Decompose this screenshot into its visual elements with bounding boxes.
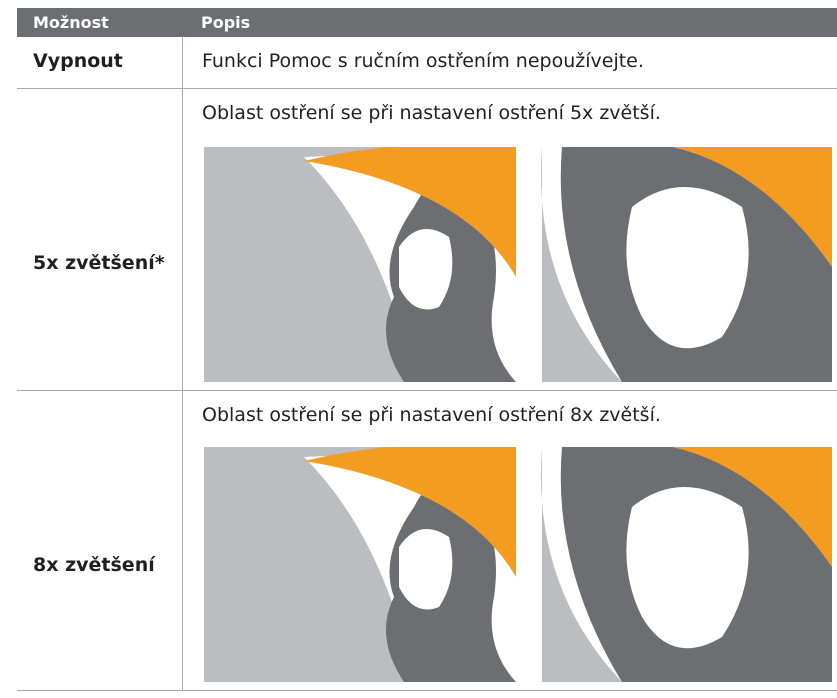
header-cell: Popis [201, 13, 251, 32]
table-header: Možnost Popis [17, 8, 837, 37]
column-divider [182, 37, 183, 690]
header-cell: Možnost [33, 13, 109, 32]
description: Oblast ostření se při nastavení ostření … [202, 102, 661, 124]
illustration [204, 147, 516, 382]
row-divider [17, 390, 837, 391]
option: 5x zvětšení* [33, 252, 165, 274]
illustration [204, 447, 516, 682]
illustration [532, 147, 832, 382]
option: Vypnout [33, 50, 123, 72]
row-divider [17, 690, 837, 691]
description: Funkci Pomoc s ručním ostřením nepoužíve… [202, 50, 644, 72]
description: Oblast ostření se při nastavení ostření … [202, 404, 661, 426]
option: 8x zvětšení [33, 554, 155, 576]
illustration [532, 447, 832, 682]
row-divider [17, 88, 837, 89]
